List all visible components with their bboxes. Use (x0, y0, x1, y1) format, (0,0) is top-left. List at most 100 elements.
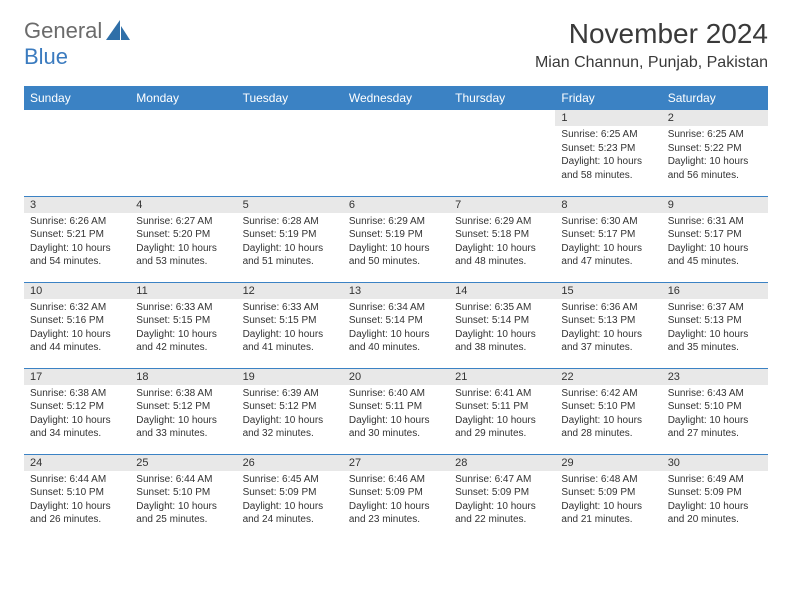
calendar-cell (237, 110, 343, 196)
day-number: 13 (343, 283, 449, 299)
day-number: 5 (237, 197, 343, 213)
day-number: 17 (24, 369, 130, 385)
day-body: Sunrise: 6:43 AMSunset: 5:10 PMDaylight:… (662, 385, 768, 445)
day-header: Friday (555, 86, 661, 110)
daylight-text: Daylight: 10 hours and 42 minutes. (136, 328, 230, 355)
daylight-text: Daylight: 10 hours and 58 minutes. (561, 155, 655, 182)
daylight-text: Daylight: 10 hours and 27 minutes. (668, 414, 762, 441)
calendar-cell (449, 110, 555, 196)
calendar-cell: 3Sunrise: 6:26 AMSunset: 5:21 PMDaylight… (24, 196, 130, 282)
daylight-text: Daylight: 10 hours and 32 minutes. (243, 414, 337, 441)
sunrise-text: Sunrise: 6:35 AM (455, 301, 549, 315)
day-body: Sunrise: 6:45 AMSunset: 5:09 PMDaylight:… (237, 471, 343, 531)
daylight-text: Daylight: 10 hours and 24 minutes. (243, 500, 337, 527)
sunrise-text: Sunrise: 6:33 AM (243, 301, 337, 315)
day-body: Sunrise: 6:25 AMSunset: 5:23 PMDaylight:… (555, 126, 661, 186)
sunset-text: Sunset: 5:11 PM (349, 400, 443, 414)
daylight-text: Daylight: 10 hours and 30 minutes. (349, 414, 443, 441)
calendar-cell: 1Sunrise: 6:25 AMSunset: 5:23 PMDaylight… (555, 110, 661, 196)
sunset-text: Sunset: 5:17 PM (668, 228, 762, 242)
day-header: Wednesday (343, 86, 449, 110)
day-body: Sunrise: 6:40 AMSunset: 5:11 PMDaylight:… (343, 385, 449, 445)
daylight-text: Daylight: 10 hours and 50 minutes. (349, 242, 443, 269)
day-body: Sunrise: 6:26 AMSunset: 5:21 PMDaylight:… (24, 213, 130, 273)
sunset-text: Sunset: 5:09 PM (561, 486, 655, 500)
sunset-text: Sunset: 5:23 PM (561, 142, 655, 156)
sunset-text: Sunset: 5:16 PM (30, 314, 124, 328)
daylight-text: Daylight: 10 hours and 45 minutes. (668, 242, 762, 269)
daylight-text: Daylight: 10 hours and 28 minutes. (561, 414, 655, 441)
day-body: Sunrise: 6:29 AMSunset: 5:19 PMDaylight:… (343, 213, 449, 273)
sunrise-text: Sunrise: 6:25 AM (668, 128, 762, 142)
day-body: Sunrise: 6:27 AMSunset: 5:20 PMDaylight:… (130, 213, 236, 273)
calendar-cell (130, 110, 236, 196)
sunset-text: Sunset: 5:15 PM (243, 314, 337, 328)
calendar-cell: 8Sunrise: 6:30 AMSunset: 5:17 PMDaylight… (555, 196, 661, 282)
day-body: Sunrise: 6:30 AMSunset: 5:17 PMDaylight:… (555, 213, 661, 273)
daylight-text: Daylight: 10 hours and 38 minutes. (455, 328, 549, 355)
logo-text-general: General (24, 18, 102, 43)
day-number: 15 (555, 283, 661, 299)
day-body: Sunrise: 6:37 AMSunset: 5:13 PMDaylight:… (662, 299, 768, 359)
daylight-text: Daylight: 10 hours and 47 minutes. (561, 242, 655, 269)
calendar-week: 1Sunrise: 6:25 AMSunset: 5:23 PMDaylight… (24, 110, 768, 196)
day-number: 4 (130, 197, 236, 213)
title-block: November 2024 Mian Channun, Punjab, Paki… (535, 18, 768, 72)
sunrise-text: Sunrise: 6:43 AM (668, 387, 762, 401)
day-number: 16 (662, 283, 768, 299)
daylight-text: Daylight: 10 hours and 33 minutes. (136, 414, 230, 441)
day-number: 20 (343, 369, 449, 385)
day-number: 12 (237, 283, 343, 299)
sunset-text: Sunset: 5:09 PM (243, 486, 337, 500)
logo-text-blue: Blue (24, 44, 68, 69)
calendar-cell: 30Sunrise: 6:49 AMSunset: 5:09 PMDayligh… (662, 454, 768, 540)
calendar-cell: 20Sunrise: 6:40 AMSunset: 5:11 PMDayligh… (343, 368, 449, 454)
sunset-text: Sunset: 5:19 PM (243, 228, 337, 242)
calendar-header-row: SundayMondayTuesdayWednesdayThursdayFrid… (24, 86, 768, 110)
day-number: 22 (555, 369, 661, 385)
daylight-text: Daylight: 10 hours and 54 minutes. (30, 242, 124, 269)
sunrise-text: Sunrise: 6:31 AM (668, 215, 762, 229)
day-body: Sunrise: 6:31 AMSunset: 5:17 PMDaylight:… (662, 213, 768, 273)
calendar-cell: 5Sunrise: 6:28 AMSunset: 5:19 PMDaylight… (237, 196, 343, 282)
daylight-text: Daylight: 10 hours and 56 minutes. (668, 155, 762, 182)
day-body: Sunrise: 6:49 AMSunset: 5:09 PMDaylight:… (662, 471, 768, 531)
sunrise-text: Sunrise: 6:27 AM (136, 215, 230, 229)
day-number: 19 (237, 369, 343, 385)
day-number: 23 (662, 369, 768, 385)
location: Mian Channun, Punjab, Pakistan (535, 54, 768, 72)
calendar-cell: 21Sunrise: 6:41 AMSunset: 5:11 PMDayligh… (449, 368, 555, 454)
day-header: Monday (130, 86, 236, 110)
day-body: Sunrise: 6:35 AMSunset: 5:14 PMDaylight:… (449, 299, 555, 359)
calendar-cell: 27Sunrise: 6:46 AMSunset: 5:09 PMDayligh… (343, 454, 449, 540)
calendar-cell: 10Sunrise: 6:32 AMSunset: 5:16 PMDayligh… (24, 282, 130, 368)
sunrise-text: Sunrise: 6:49 AM (668, 473, 762, 487)
calendar-cell: 23Sunrise: 6:43 AMSunset: 5:10 PMDayligh… (662, 368, 768, 454)
calendar-cell (343, 110, 449, 196)
sunrise-text: Sunrise: 6:48 AM (561, 473, 655, 487)
day-body: Sunrise: 6:25 AMSunset: 5:22 PMDaylight:… (662, 126, 768, 186)
day-number: 24 (24, 455, 130, 471)
calendar-table: SundayMondayTuesdayWednesdayThursdayFrid… (24, 86, 768, 540)
sunset-text: Sunset: 5:22 PM (668, 142, 762, 156)
sunrise-text: Sunrise: 6:25 AM (561, 128, 655, 142)
daylight-text: Daylight: 10 hours and 25 minutes. (136, 500, 230, 527)
day-number: 6 (343, 197, 449, 213)
daylight-text: Daylight: 10 hours and 35 minutes. (668, 328, 762, 355)
daylight-text: Daylight: 10 hours and 22 minutes. (455, 500, 549, 527)
calendar-cell: 13Sunrise: 6:34 AMSunset: 5:14 PMDayligh… (343, 282, 449, 368)
day-number: 8 (555, 197, 661, 213)
day-body: Sunrise: 6:29 AMSunset: 5:18 PMDaylight:… (449, 213, 555, 273)
day-number: 26 (237, 455, 343, 471)
day-number: 28 (449, 455, 555, 471)
calendar-cell: 15Sunrise: 6:36 AMSunset: 5:13 PMDayligh… (555, 282, 661, 368)
daylight-text: Daylight: 10 hours and 51 minutes. (243, 242, 337, 269)
sunrise-text: Sunrise: 6:42 AM (561, 387, 655, 401)
calendar-week: 24Sunrise: 6:44 AMSunset: 5:10 PMDayligh… (24, 454, 768, 540)
calendar-cell: 12Sunrise: 6:33 AMSunset: 5:15 PMDayligh… (237, 282, 343, 368)
sunset-text: Sunset: 5:10 PM (30, 486, 124, 500)
logo: General Blue (24, 18, 132, 70)
calendar-cell (24, 110, 130, 196)
daylight-text: Daylight: 10 hours and 48 minutes. (455, 242, 549, 269)
day-number: 30 (662, 455, 768, 471)
